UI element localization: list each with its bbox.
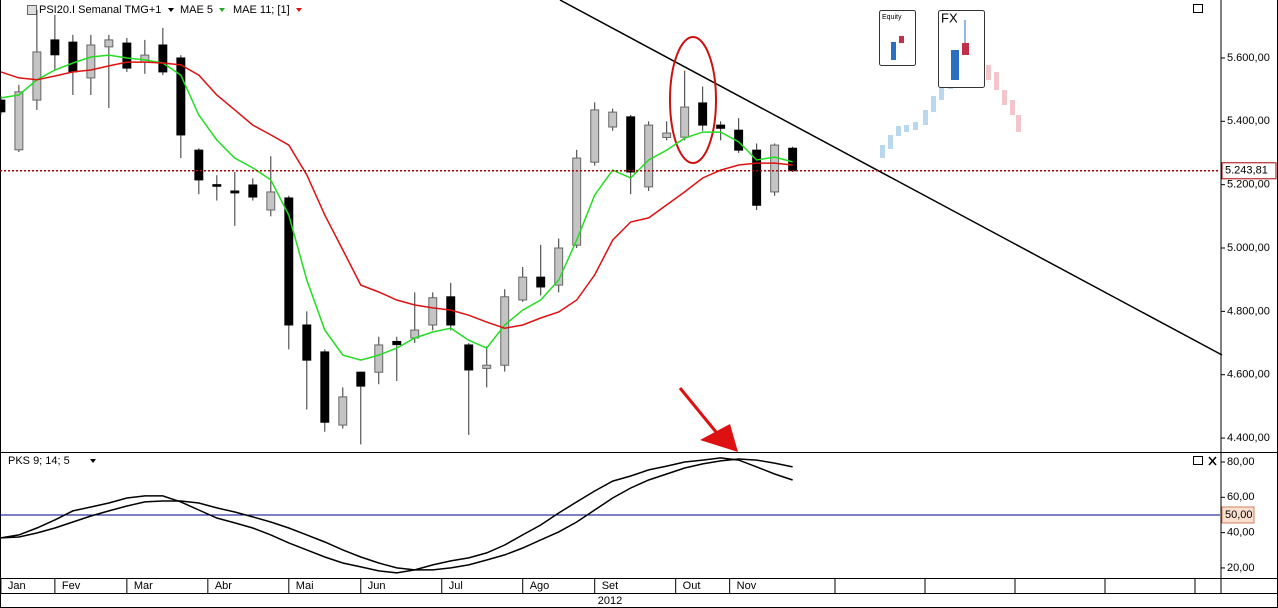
x-tick-label: Mai xyxy=(296,580,314,592)
x-tick-label: Set xyxy=(602,580,619,592)
fx-box xyxy=(938,10,985,88)
candle-body xyxy=(698,102,708,126)
symbol-icon[interactable] xyxy=(27,5,37,15)
candle-body xyxy=(374,344,384,373)
candle-body xyxy=(392,340,402,346)
last-price-box xyxy=(1221,162,1277,180)
chart-title: PSI20.I Semanal TMG+1 xyxy=(39,4,161,16)
icon-candle xyxy=(891,42,896,60)
x-tick-label: Abr xyxy=(215,580,232,592)
y-tick-label: 4.800,00 xyxy=(1227,305,1270,317)
candle-body xyxy=(644,124,654,188)
highlight-ellipse xyxy=(669,36,717,164)
candle-body xyxy=(788,147,798,172)
arrow-head xyxy=(700,424,738,452)
candle-body xyxy=(554,247,564,286)
x-tick-label: Out xyxy=(683,580,701,592)
dropdown-arrow[interactable] xyxy=(296,8,302,12)
candle-body xyxy=(212,184,222,187)
x-tick-label: Mar xyxy=(134,580,153,592)
candle-body xyxy=(86,44,96,79)
y-tick-label: 5.200,00 xyxy=(1227,179,1270,191)
legend-entry: MAE 11; [1] xyxy=(233,4,290,16)
candle-body xyxy=(338,396,348,426)
x-tick-label: Ago xyxy=(530,580,550,592)
candle-body xyxy=(320,351,330,423)
y-tick-label: 4.400,00 xyxy=(1227,432,1270,444)
candle-body xyxy=(32,51,42,101)
series-line xyxy=(0,458,793,571)
candle-body xyxy=(680,106,690,138)
candle-body xyxy=(716,124,726,129)
candle-body xyxy=(662,132,672,138)
x-tick-label: Fev xyxy=(62,580,81,592)
candle-body xyxy=(500,296,510,366)
candle-body xyxy=(770,144,780,193)
future-dividers xyxy=(834,578,1196,593)
candle-body xyxy=(518,276,528,301)
candle-body xyxy=(248,184,258,198)
candle-body xyxy=(302,324,312,361)
dropdown-arrow[interactable] xyxy=(90,459,96,463)
candle-body xyxy=(626,116,636,173)
close-button[interactable] xyxy=(1208,456,1217,466)
level-box xyxy=(1221,506,1255,524)
icon-candle xyxy=(951,50,959,80)
candle-body xyxy=(14,91,24,151)
y-tick-label: 40,00 xyxy=(1227,527,1255,539)
y-tick-label: 5.400,00 xyxy=(1227,115,1270,127)
candle-body xyxy=(464,344,474,371)
series-line xyxy=(0,457,793,574)
x-tick-label: Jul xyxy=(449,580,463,592)
dropdown-arrow[interactable] xyxy=(168,8,174,12)
candle-body xyxy=(428,297,438,326)
candle-body xyxy=(122,42,132,69)
candle-body xyxy=(590,109,600,163)
candle-body xyxy=(572,157,582,246)
candle-body xyxy=(68,41,78,73)
candle-body xyxy=(536,276,546,288)
icon-candle xyxy=(899,36,904,43)
x-tick-label: Jun xyxy=(368,580,386,592)
level-label: 50,00 xyxy=(1225,509,1253,521)
x-tick-label: Nov xyxy=(737,580,757,592)
candle-body xyxy=(356,371,366,387)
indicator-title: PKS 9; 14; 5 xyxy=(8,455,70,467)
equity-box xyxy=(879,10,916,66)
candle-body xyxy=(230,190,240,194)
candle-body xyxy=(176,57,186,136)
arrow-shaft xyxy=(678,387,718,433)
last-price-label: 5.243,81 xyxy=(1225,165,1268,177)
maximize-button[interactable] xyxy=(1193,4,1203,13)
y-tick-label: 80,00 xyxy=(1227,456,1255,468)
maximize-button[interactable] xyxy=(1193,456,1203,465)
annotation-label: Equity xyxy=(882,14,902,21)
y-tick-label: 4.600,00 xyxy=(1227,369,1270,381)
candle-body xyxy=(194,149,204,181)
candle-body xyxy=(482,364,492,369)
candle-body xyxy=(158,44,168,73)
y-tick-label: 5.000,00 xyxy=(1227,242,1270,254)
candle-body xyxy=(104,39,114,48)
dropdown-arrow[interactable] xyxy=(219,8,225,12)
candle-body xyxy=(266,191,276,211)
y-tick-label: 5.600,00 xyxy=(1227,52,1270,64)
legend-entry: MAE 5 xyxy=(180,4,213,16)
candle-body xyxy=(608,111,618,128)
y-tick-label: 20,00 xyxy=(1227,562,1255,574)
candle-body xyxy=(284,197,294,326)
x-axis-label: 2012 xyxy=(598,595,622,607)
series-line xyxy=(0,61,793,329)
candle-body xyxy=(50,39,60,56)
y-tick-label: 60,00 xyxy=(1227,491,1255,503)
annotation-label: FX xyxy=(941,10,958,25)
icon-candle xyxy=(962,43,969,55)
trend-line xyxy=(559,0,1223,356)
candle-body xyxy=(0,99,6,113)
candle-body xyxy=(752,149,762,206)
series-line xyxy=(0,54,793,361)
x-tick-label: Jan xyxy=(8,580,26,592)
